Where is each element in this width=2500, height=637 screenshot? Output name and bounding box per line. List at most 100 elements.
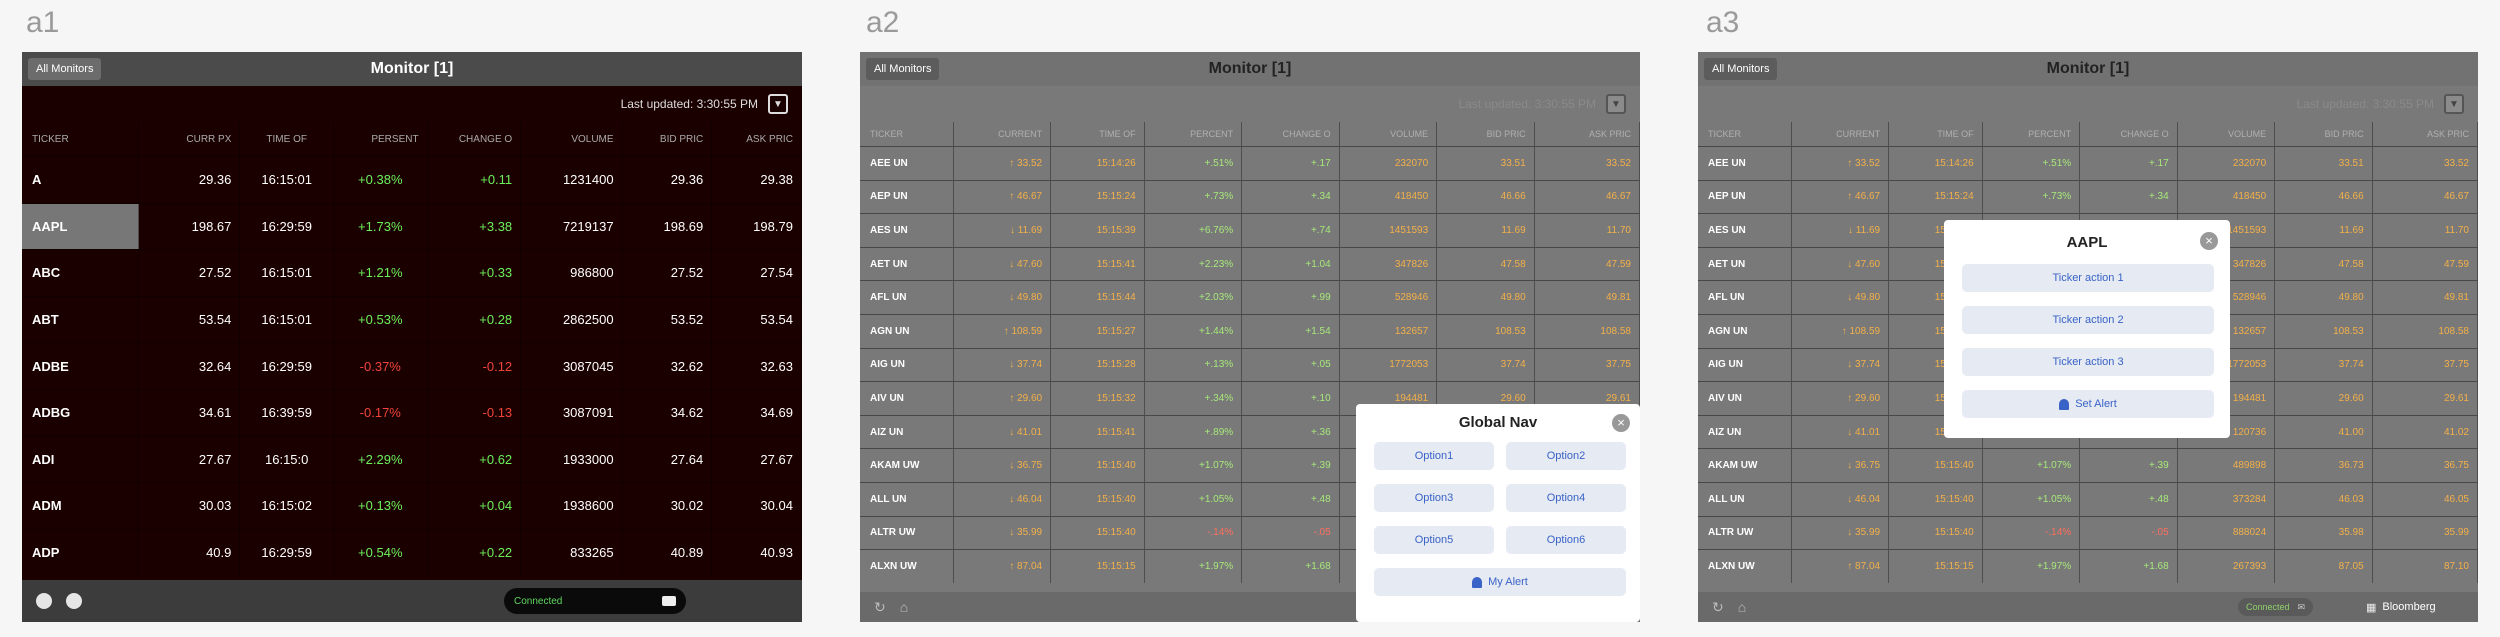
bloomberg-brand[interactable]: ▦ Bloomberg xyxy=(2366,598,2436,616)
column-header[interactable]: ASK PRIC xyxy=(1535,122,1640,146)
table-row[interactable]: ADI 27.67 16:15:0 +2.29% +0.62 1933000 27.64 27… xyxy=(22,435,802,483)
table-row[interactable]: ADBG 34.61 16:39:59 -0.17% -0.13 3087091 34.62… xyxy=(22,388,802,436)
cell-vol: 347826 xyxy=(1340,247,1438,281)
table-row[interactable]: AEP UN ↑ 46.67 15:15:24 +.73% +.34 418450 46.6… xyxy=(860,179,1640,214)
column-header[interactable]: VOLUME xyxy=(521,122,623,156)
column-header[interactable]: TIME OF xyxy=(240,122,334,156)
cell-vol: 418450 xyxy=(2178,180,2276,214)
column-header[interactable]: BID PRIC xyxy=(2275,122,2373,146)
cell-px: 53.54 xyxy=(139,296,241,343)
option3-button[interactable]: Option3 xyxy=(1374,484,1494,512)
column-header[interactable]: CHANGE O xyxy=(2080,122,2178,146)
all-monitors-button[interactable]: All Monitors xyxy=(28,58,102,80)
column-header[interactable]: CHANGE O xyxy=(1242,122,1340,146)
table-row[interactable]: ADM 30.03 16:15:02 +0.13% +0.04 1938600 30.02 3… xyxy=(22,482,802,529)
column-header[interactable]: PERCENT xyxy=(1145,122,1243,146)
home-icon[interactable]: ⌂ xyxy=(1737,599,1747,615)
table-row[interactable]: ADBE 32.64 16:29:59 -0.37% -0.12 3087045 32.62… xyxy=(22,342,802,389)
bloomberg-label: Bloomberg xyxy=(2382,601,2436,613)
dropdown-icon[interactable]: ▼ xyxy=(768,94,788,114)
column-header[interactable]: PERCENT xyxy=(1983,122,2081,146)
cell-ask: 108.58 xyxy=(2373,314,2478,348)
ticker-action-2-button[interactable]: Ticker action 2 xyxy=(1962,306,2214,334)
cell-time: 15:15:41 xyxy=(1051,415,1145,449)
all-monitors-button[interactable]: All Monitors xyxy=(866,58,940,80)
option4-button[interactable]: Option4 xyxy=(1506,484,1626,512)
monitor-panel-a2: All Monitors Monitor [1] Last updated: 3… xyxy=(860,52,1640,622)
cell-chg: +.34 xyxy=(1242,180,1340,214)
table-row[interactable]: AEE UN ↑ 33.52 15:14:26 +.51% +.17 232070 33.5… xyxy=(860,146,1640,180)
page-dot-1[interactable] xyxy=(36,593,52,609)
cell-bid: 27.64 xyxy=(623,436,713,483)
column-header[interactable]: CURRENT xyxy=(954,122,1052,146)
table-row[interactable]: AEP UN ↑ 46.67 15:15:24 +.73% +.34 418450 46.6… xyxy=(1698,179,2478,214)
table-row[interactable]: A 29.36 16:15:01 +0.38% +0.11 1231400 29.36 29.… xyxy=(22,156,802,203)
column-header[interactable]: ASK PRIC xyxy=(2373,122,2478,146)
column-header[interactable]: CURRENT xyxy=(1792,122,1890,146)
set-alert-button[interactable]: Set Alert xyxy=(1962,390,2214,418)
ticker-action-1-button[interactable]: Ticker action 1 xyxy=(1962,264,2214,292)
home-icon[interactable]: ⌂ xyxy=(899,599,909,615)
my-alert-button[interactable]: My Alert xyxy=(1374,568,1626,596)
column-header[interactable]: CURR PX xyxy=(139,122,241,156)
cell-ticker: AES UN xyxy=(860,214,954,247)
mail-icon[interactable]: ✉ xyxy=(2297,601,2306,612)
column-header[interactable]: TIME OF xyxy=(1051,122,1145,146)
column-header[interactable]: PERSENT xyxy=(334,122,428,156)
cell-pct: -.14% xyxy=(1983,516,2081,550)
column-header[interactable]: ASK PRIC xyxy=(712,122,802,156)
dropdown-icon[interactable]: ▼ xyxy=(2444,94,2464,114)
cell-vol: 1451593 xyxy=(1340,214,1438,247)
column-header[interactable]: TICKER xyxy=(860,122,954,146)
column-header[interactable]: VOLUME xyxy=(1340,122,1438,146)
cell-vol: 3087091 xyxy=(521,389,623,436)
cell-bid: 49.80 xyxy=(2275,281,2373,314)
close-icon[interactable]: × xyxy=(1612,414,1630,432)
option5-button[interactable]: Option5 xyxy=(1374,526,1494,554)
cell-vol: 3087045 xyxy=(521,343,623,389)
close-icon[interactable]: × xyxy=(2200,232,2218,250)
column-header[interactable]: TICKER xyxy=(1698,122,1792,146)
table-row[interactable]: AEE UN ↑ 33.52 15:14:26 +.51% +.17 232070 33.5… xyxy=(1698,146,2478,180)
cell-ticker: ALXN UW xyxy=(860,550,954,583)
page-dot-2[interactable] xyxy=(66,593,82,609)
column-header[interactable]: BID PRIC xyxy=(623,122,713,156)
cell-vol: 1772053 xyxy=(1340,348,1438,382)
column-header[interactable]: BID PRIC xyxy=(1437,122,1535,146)
dropdown-icon[interactable]: ▼ xyxy=(1606,94,1626,114)
column-header[interactable]: VOLUME xyxy=(2178,122,2276,146)
table-row[interactable]: ABC 27.52 16:15:01 +1.21% +0.33 986800 27.52 27… xyxy=(22,249,802,296)
ticker-action-3-button[interactable]: Ticker action 3 xyxy=(1962,348,2214,376)
column-header[interactable]: TIME OF xyxy=(1889,122,1983,146)
column-header[interactable]: TICKER xyxy=(22,122,139,156)
cell-vol: 232070 xyxy=(2178,147,2276,180)
cell-pct: +0.38% xyxy=(334,157,428,203)
option2-button[interactable]: Option2 xyxy=(1506,442,1626,470)
title-bar: All Monitors Monitor [1] xyxy=(860,52,1640,86)
cell-pct: +1.07% xyxy=(1983,449,2081,482)
all-monitors-button[interactable]: All Monitors xyxy=(1704,58,1778,80)
table-row[interactable]: ADP 40.9 16:29:59 +0.54% +0.22 833265 40.89 40.… xyxy=(22,528,802,576)
table-row[interactable]: AAPL 198.67 16:29:59 +1.73% +3.38 7219137 198.… xyxy=(22,202,802,250)
mail-icon[interactable] xyxy=(662,596,676,606)
option6-button[interactable]: Option6 xyxy=(1506,526,1626,554)
cell-ask: 108.58 xyxy=(1535,314,1640,348)
column-header[interactable]: CHANGE O xyxy=(428,122,522,156)
table-row[interactable]: ABT 53.54 16:15:01 +0.53% +0.28 2862500 53.52 5… xyxy=(22,295,802,343)
cell-ask: 40.93 xyxy=(712,529,802,576)
refresh-icon[interactable]: ↻ xyxy=(1712,598,1724,615)
cell-time: 15:15:28 xyxy=(1051,348,1145,382)
option1-button[interactable]: Option1 xyxy=(1374,442,1494,470)
refresh-icon[interactable]: ↻ xyxy=(874,598,886,615)
cell-bid: 34.62 xyxy=(623,389,713,436)
